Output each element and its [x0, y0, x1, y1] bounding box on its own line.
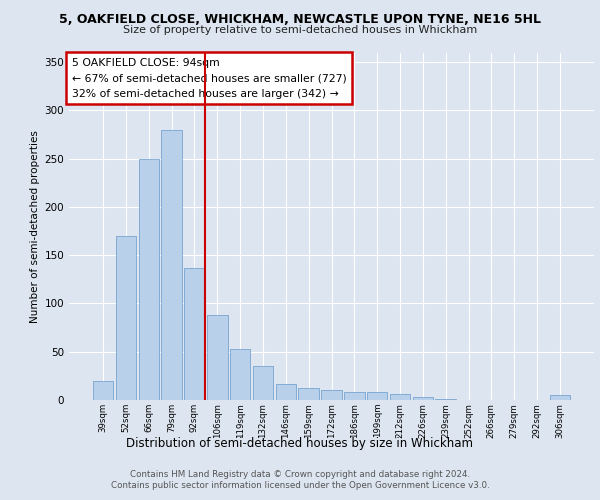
Bar [321, 390, 342, 400]
Bar [161, 130, 182, 400]
Text: Contains HM Land Registry data © Crown copyright and database right 2024.: Contains HM Land Registry data © Crown c… [130, 470, 470, 479]
Bar [230, 349, 250, 400]
Text: Distribution of semi-detached houses by size in Whickham: Distribution of semi-detached houses by … [127, 438, 473, 450]
Bar [275, 384, 296, 400]
Text: 5, OAKFIELD CLOSE, WHICKHAM, NEWCASTLE UPON TYNE, NE16 5HL: 5, OAKFIELD CLOSE, WHICKHAM, NEWCASTLE U… [59, 13, 541, 26]
Bar [413, 397, 433, 400]
Bar [93, 380, 113, 400]
Text: Size of property relative to semi-detached houses in Whickham: Size of property relative to semi-detach… [123, 25, 477, 35]
Bar [116, 236, 136, 400]
Bar [184, 268, 205, 400]
Bar [253, 366, 273, 400]
Bar [298, 388, 319, 400]
Bar [367, 392, 388, 400]
Bar [344, 392, 365, 400]
Bar [436, 399, 456, 400]
Text: Contains public sector information licensed under the Open Government Licence v3: Contains public sector information licen… [110, 481, 490, 490]
Text: 5 OAKFIELD CLOSE: 94sqm
← 67% of semi-detached houses are smaller (727)
32% of s: 5 OAKFIELD CLOSE: 94sqm ← 67% of semi-de… [71, 58, 346, 99]
Y-axis label: Number of semi-detached properties: Number of semi-detached properties [30, 130, 40, 322]
Bar [550, 395, 570, 400]
Bar [207, 315, 227, 400]
Bar [139, 158, 159, 400]
Bar [390, 394, 410, 400]
